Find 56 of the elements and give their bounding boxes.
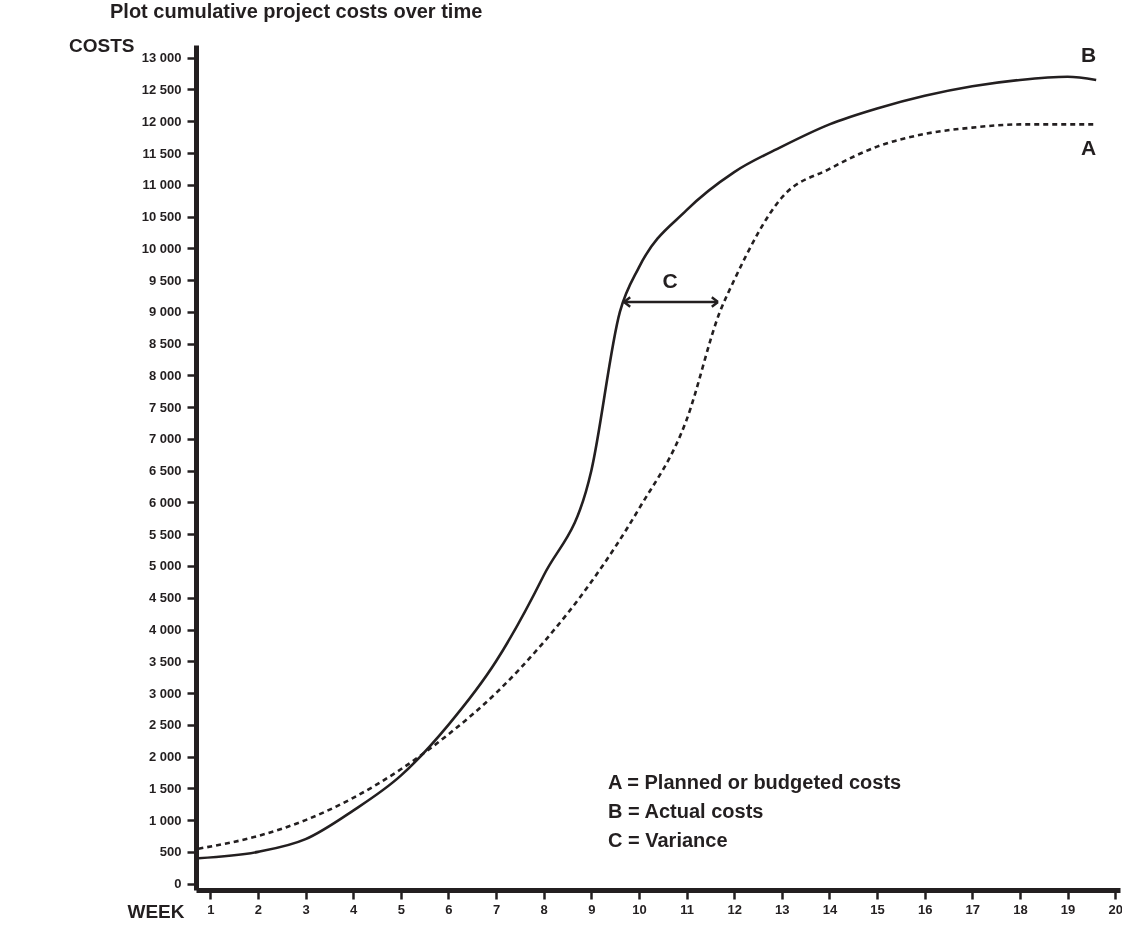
x-tick-label: 18 (1013, 901, 1028, 917)
y-tick-label: 7 500 (148, 399, 182, 415)
annotation: A = Planned or budgeted costs (608, 771, 902, 793)
x-tick-label: 15 (870, 901, 885, 917)
chart-title: Plot cumulative project costs over time (110, 0, 483, 22)
series-label: A (1081, 136, 1097, 160)
y-tick-label: 7 000 (148, 431, 182, 447)
series-label: B (1081, 42, 1097, 66)
y-tick-label: 4 500 (148, 590, 182, 606)
x-tick-label: 19 (1060, 901, 1076, 917)
y-tick-label: 4 000 (148, 622, 182, 638)
x-tick-label: 7 (492, 901, 501, 917)
annotation: C (662, 269, 678, 292)
y-tick-label: 13 000 (141, 50, 182, 66)
x-tick-label: 2 (254, 901, 263, 917)
y-tick-label: 5 000 (148, 558, 182, 574)
x-tick-label: 5 (397, 901, 405, 917)
x-tick-label: 14 (822, 901, 838, 917)
x-tick-label: 13 (775, 901, 790, 917)
x-tick-label: 9 (588, 901, 596, 917)
annotation: C = Variance (608, 829, 728, 851)
x-tick-label: 3 (302, 901, 310, 917)
y-tick-label: 12 000 (141, 113, 182, 129)
y-tick-label: 3 500 (148, 653, 182, 669)
y-tick-label: 3 000 (148, 685, 182, 701)
y-axis-title: COSTS (69, 34, 135, 56)
y-tick-label: 6 000 (148, 494, 182, 510)
x-tick-label: 17 (965, 901, 981, 917)
y-tick-label: 10 500 (141, 209, 182, 225)
y-tick-label: 11 000 (142, 177, 182, 193)
x-tick-label: 16 (917, 901, 933, 917)
y-tick-label: 2 500 (148, 717, 182, 733)
y-tick-label: 500 (159, 844, 182, 860)
y-tick-label: 8 000 (148, 367, 182, 383)
x-tick-label: 4 (350, 901, 359, 917)
x-axis-title: WEEK (127, 900, 185, 922)
x-tick-label: 11 (680, 901, 694, 917)
y-tick-label: 0 (174, 876, 182, 892)
y-tick-label: 10 000 (141, 240, 182, 256)
y-tick-label: 9 000 (148, 304, 182, 320)
y-tick-label: 12 500 (141, 81, 182, 97)
y-tick-label: 1 000 (148, 812, 182, 828)
y-tick-label: 2 000 (148, 749, 182, 765)
y-tick-label: 5 500 (148, 526, 182, 542)
annotation: B = Actual costs (608, 800, 764, 822)
x-tick-label: 12 (727, 901, 742, 917)
y-tick-label: 1 500 (148, 780, 182, 796)
x-tick-label: 20 (1108, 901, 1122, 917)
y-tick-label: 6 500 (148, 463, 182, 479)
x-tick-label: 8 (540, 901, 548, 917)
x-tick-label: 10 (632, 901, 647, 917)
x-tick-label: 1 (207, 901, 215, 917)
y-tick-label: 8 500 (148, 336, 182, 352)
y-tick-label: 9 500 (148, 272, 182, 288)
y-tick-label: 11 500 (142, 145, 182, 161)
x-tick-label: 6 (445, 901, 453, 917)
